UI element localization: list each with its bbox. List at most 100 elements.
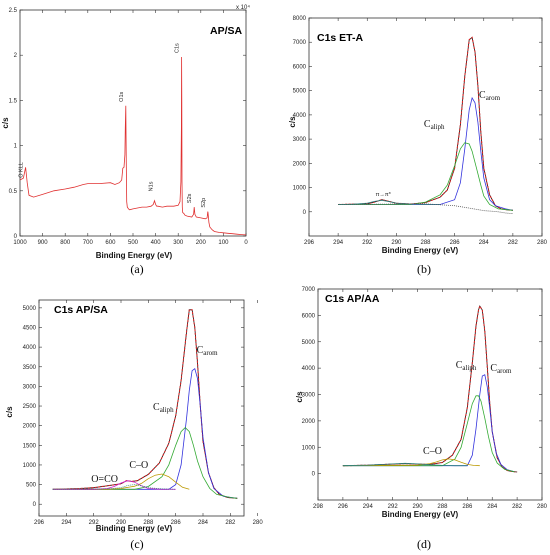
y-tick-label: 7000 <box>293 40 307 46</box>
component-label: C–O <box>423 446 442 457</box>
panel-c: 296 294 292 290 288 286 284 282 280 0 500 1000 1500 2… <box>5 299 264 551</box>
x-tick-label: 286 <box>462 504 473 510</box>
y-tick-label: 5000 <box>293 89 307 95</box>
plot-frame <box>317 288 543 501</box>
x-tick-label: 280 <box>253 520 264 526</box>
panel-a: 1000 900 800 700 600 500 400 300 200 100 000.511.5… <box>1 4 250 276</box>
component-label: Carom <box>479 90 501 102</box>
y-tick-label: 1000 <box>23 463 37 469</box>
x-tick-label: 292 <box>388 504 399 510</box>
y-tick-label: 1000 <box>293 186 307 192</box>
y-tick-label: 1500 <box>23 443 37 449</box>
component-label: Carom <box>197 345 219 357</box>
x-tick-label: 282 <box>225 520 236 526</box>
series-line-c-o <box>52 473 190 490</box>
x-tick-label: 300 <box>173 240 184 246</box>
y-axis-title: c/s <box>1 117 10 129</box>
x-axis-title: Binding Energy (eV) <box>382 510 459 519</box>
y-tick-label: 6000 <box>293 64 307 70</box>
x-tick-label: 284 <box>479 240 490 246</box>
series-line-series-1 <box>342 304 518 473</box>
x-tick-label: 286 <box>450 240 461 246</box>
x-tick-label: 800 <box>60 240 71 246</box>
y-tick-label: 1.5 <box>9 98 18 104</box>
y-tick-label: 4000 <box>23 345 37 351</box>
y-tick-label: 7000 <box>302 287 316 293</box>
peak-label: N1s <box>149 181 155 191</box>
y-tick-label: 0 <box>33 502 37 508</box>
component-label: Caliph <box>456 360 477 372</box>
y-axis-title: c/s <box>295 391 304 403</box>
series-line-caliph <box>52 427 238 499</box>
x-tick-label: 296 <box>304 240 315 246</box>
series-line-series-6 <box>52 484 176 490</box>
x-axis-title: Binding Energy (eV) <box>96 524 173 533</box>
component-label: C–O <box>129 460 148 471</box>
y-tick-label: 2000 <box>302 419 316 425</box>
y-tick-label: 4500 <box>23 325 37 331</box>
series-line-carom <box>52 368 238 499</box>
peak-label: C1s <box>175 43 181 53</box>
peak-label: O KLL <box>19 162 25 178</box>
panel-b: 296 294 292 290 288 286 284 282 280 0 1000 2000 3000… <box>288 16 548 276</box>
x-tick-label: 292 <box>89 520 100 526</box>
x-tick-label: 296 <box>34 520 45 526</box>
plot-frame <box>19 9 247 237</box>
x-tick-label: 700 <box>83 240 94 246</box>
x-tick-label: 290 <box>391 240 402 246</box>
x-tick-label: 296 <box>338 504 349 510</box>
x-tick-label: 288 <box>437 504 448 510</box>
y-tick-label: 3000 <box>293 137 307 143</box>
x-tick-label: 292 <box>362 240 373 246</box>
series-line-carom <box>338 96 513 211</box>
y-axis-title: c/s <box>5 406 14 418</box>
panel-title: C1s AP/SA <box>54 304 108 316</box>
y-tick-label: 1000 <box>302 445 316 451</box>
x-tick-label: 500 <box>128 240 139 246</box>
component-label: π→π* <box>376 192 392 198</box>
x-tick-label: 284 <box>198 520 209 526</box>
y-tick-label: 0 <box>14 234 18 240</box>
series-line-series-1 <box>52 309 238 499</box>
y-tick-label: 5000 <box>23 306 37 312</box>
y-tick-label: 8000 <box>293 16 307 22</box>
y-tick-label: 4000 <box>293 113 307 119</box>
series-line-series-5 <box>338 203 513 215</box>
y-tick-label: 1 <box>14 144 18 150</box>
x-tick-label: 282 <box>512 504 523 510</box>
series-line-carom <box>342 374 515 473</box>
x-tick-label: 1000 <box>13 240 27 246</box>
x-tick-label: 288 <box>420 240 431 246</box>
x-axis-title: Binding Energy (eV) <box>96 251 173 260</box>
component-label: O=CO <box>91 474 118 485</box>
x-tick-label: 294 <box>363 504 374 510</box>
x-tick-label: 284 <box>487 504 498 510</box>
peak-label: S2p <box>201 198 207 208</box>
x-tick-label: 280 <box>537 240 548 246</box>
y-tick-label: 500 <box>26 483 37 489</box>
component-label: Caliph <box>424 119 445 131</box>
y-tick-label: 2000 <box>23 424 37 430</box>
peak-label: O1s <box>119 91 125 101</box>
y-tick-label: 2 <box>14 53 18 59</box>
series-line-series-0 <box>19 56 247 236</box>
series-line-caliph <box>338 142 513 211</box>
plot-frame <box>38 299 245 517</box>
y-tick-label: 6000 <box>302 313 316 319</box>
y-tick-label: 3000 <box>23 384 37 390</box>
x-tick-label: 0 <box>244 240 248 246</box>
panel-title: C1s AP/AA <box>325 293 380 305</box>
x-tick-label: 100 <box>218 240 229 246</box>
panel-title: AP/SA <box>210 25 243 37</box>
x-tick-label: 282 <box>508 240 519 246</box>
x-tick-label: 294 <box>333 240 344 246</box>
y-tick-label: 3000 <box>302 393 316 399</box>
y-tick-label: 2.5 <box>9 8 18 14</box>
y-axis-exponent: x 10⁴ <box>236 4 250 11</box>
x-tick-label: 294 <box>61 520 72 526</box>
x-tick-label: 288 <box>143 520 154 526</box>
peak-label: S2s <box>187 193 193 203</box>
x-tick-label: 900 <box>38 240 49 246</box>
y-tick-label: 4000 <box>302 366 316 372</box>
